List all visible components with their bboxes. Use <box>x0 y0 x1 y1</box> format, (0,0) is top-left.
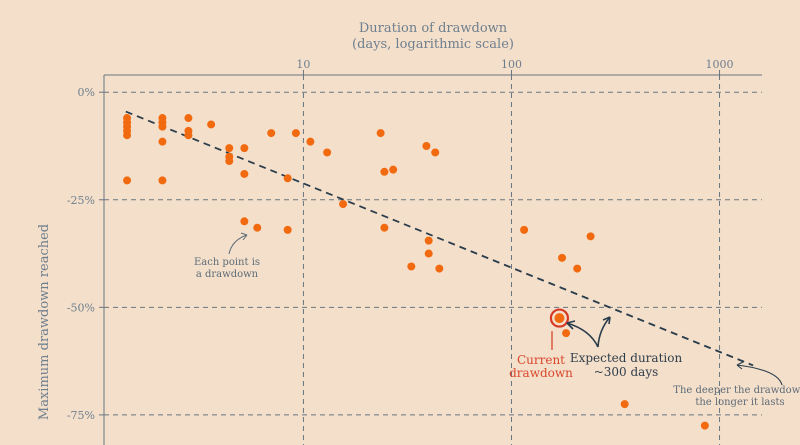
annotation-each-point-arrowhead <box>240 232 248 241</box>
data-point <box>558 253 567 262</box>
data-point <box>184 114 193 123</box>
y-tick-labels: 0% -25% -50% -75% <box>67 86 95 422</box>
annotation-deeper-line2: the longer it lasts <box>695 397 784 408</box>
annotation-expected-arrowhead-right <box>602 316 611 325</box>
current-drawdown-point <box>554 313 565 324</box>
data-point <box>267 129 276 138</box>
annotation-expected-arrow-right <box>597 316 611 348</box>
data-point <box>283 225 292 234</box>
data-point <box>158 176 167 185</box>
data-point <box>291 129 300 138</box>
data-point <box>123 131 132 140</box>
x-tick-label-10: 10 <box>296 58 310 71</box>
annotation-each-point-arrow <box>228 234 248 255</box>
current-drawdown-marker <box>549 308 570 328</box>
data-point <box>520 225 529 234</box>
x-tick-label-1000: 1000 <box>706 58 734 71</box>
data-point <box>573 264 582 273</box>
data-point <box>424 249 433 258</box>
annotation-deeper-arrowhead <box>736 361 744 370</box>
annotation-expected-arrowhead-left <box>566 320 576 330</box>
data-point <box>184 131 193 140</box>
data-point <box>323 148 332 157</box>
annotation-deeper-arrow <box>736 364 783 386</box>
data-point <box>407 262 416 271</box>
annotation-current-line1: Current <box>517 353 565 367</box>
data-point <box>240 217 249 226</box>
data-point <box>240 144 249 153</box>
x-tick-labels: 10 100 1000 <box>296 58 733 71</box>
data-point <box>435 264 444 273</box>
data-point <box>700 421 709 430</box>
data-point <box>225 157 234 166</box>
data-point <box>339 200 348 209</box>
data-point <box>240 169 249 178</box>
annotation-deeper-line1: The deeper the drawdown <box>673 385 800 396</box>
annotation-each-point-line1: Each point is <box>194 257 260 268</box>
x-axis-title: Duration of drawdown <box>359 21 508 36</box>
data-point <box>431 148 440 157</box>
y-tick-label-3: -75% <box>67 409 95 422</box>
annotation-current-line2: drawdown <box>509 366 573 380</box>
x-axis-subtitle: (days, logarithmic scale) <box>352 37 514 52</box>
data-point <box>225 144 234 153</box>
data-point <box>562 329 571 338</box>
data-points <box>123 114 709 430</box>
data-point <box>620 400 629 409</box>
data-point <box>380 167 389 176</box>
x-tick-label-100: 100 <box>501 58 522 71</box>
data-point <box>207 120 216 129</box>
annotation-each-point-line2: a drawdown <box>196 269 259 280</box>
data-point <box>424 236 433 245</box>
y-tick-label-0: 0% <box>78 86 95 99</box>
grid-lines <box>99 70 762 445</box>
y-axis-title: Maximum drawdown reached <box>37 224 52 420</box>
data-point <box>306 137 315 146</box>
data-point <box>158 137 167 146</box>
data-point <box>376 129 385 138</box>
annotation-expected-line2: ~300 days <box>594 365 659 379</box>
data-point <box>586 232 595 241</box>
axes <box>103 74 762 445</box>
trend-line <box>125 110 754 367</box>
data-point <box>123 176 132 185</box>
data-point <box>389 165 398 174</box>
data-point <box>380 223 389 232</box>
y-tick-label-2: -50% <box>67 301 95 314</box>
data-point <box>158 122 167 131</box>
annotation-expected-arrow-left <box>566 322 599 348</box>
data-point <box>422 141 431 150</box>
y-tick-label-1: -25% <box>67 194 95 207</box>
annotation-expected-line1: Expected duration <box>570 351 683 365</box>
data-point <box>283 174 292 183</box>
data-point <box>253 223 262 232</box>
